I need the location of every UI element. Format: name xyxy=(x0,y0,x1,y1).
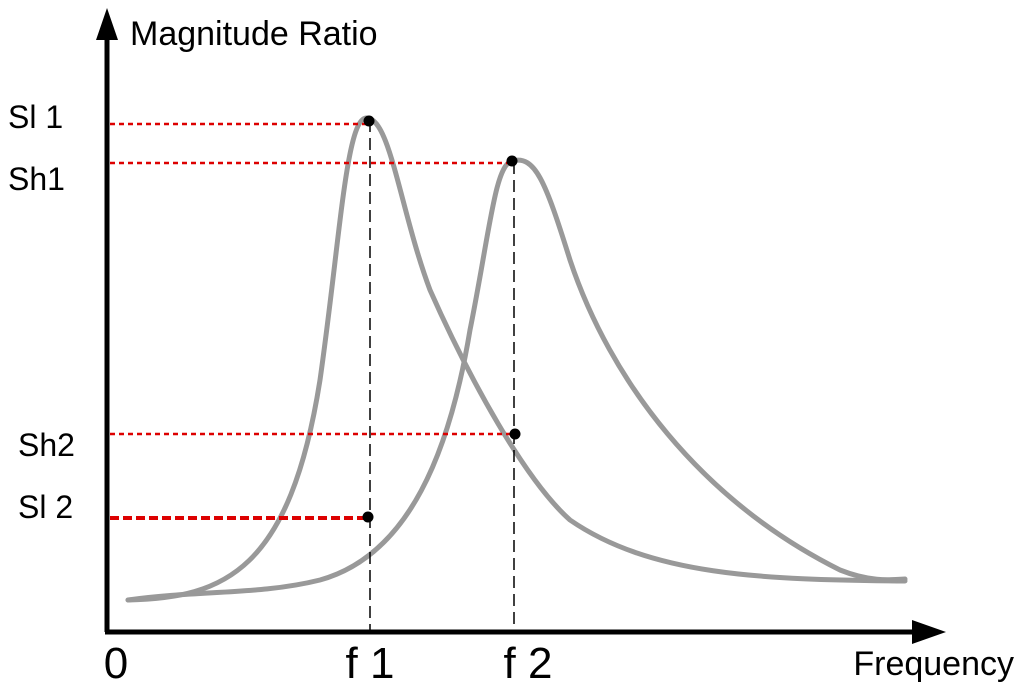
sl1-marker xyxy=(363,115,375,127)
sh2-marker xyxy=(509,428,521,440)
low-resonance-curve xyxy=(125,115,908,603)
sl2-tick-label: Sl 2 xyxy=(18,489,73,525)
high-resonance-curve xyxy=(125,157,908,603)
y-axis-arrow-icon xyxy=(96,8,118,40)
origin-label: 0 xyxy=(104,639,128,688)
sl2-marker xyxy=(362,511,374,523)
sl1-tick-label: Sl 1 xyxy=(8,99,63,135)
f1-tick-label: f 1 xyxy=(346,639,395,688)
sh1-tick-label: Sh1 xyxy=(8,161,65,197)
f2-tick-label: f 2 xyxy=(504,639,553,688)
sh1-marker xyxy=(506,155,518,167)
sh2-tick-label: Sh2 xyxy=(18,427,75,463)
y-axis-label: Magnitude Ratio xyxy=(130,15,378,53)
x-axis-arrow-icon xyxy=(912,620,946,644)
x-axis-label: Frequency xyxy=(853,645,1014,683)
